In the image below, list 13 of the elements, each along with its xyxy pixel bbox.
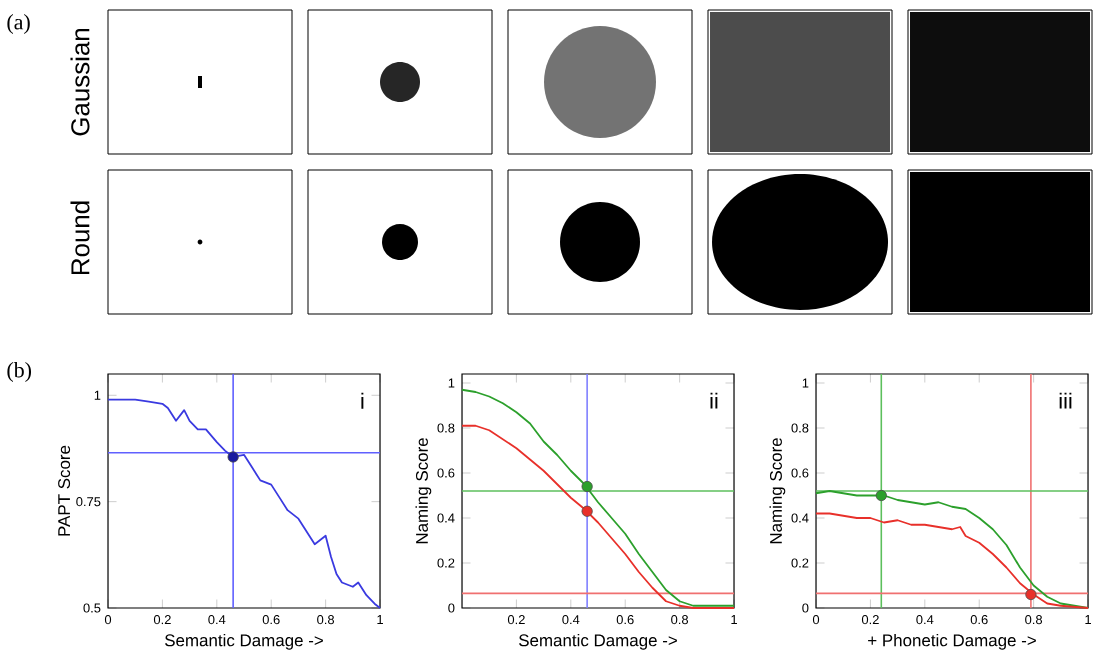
y-axis-title: PAPT Score xyxy=(58,445,71,536)
annotation: i xyxy=(361,392,364,409)
x-axis-title: Semantic Damage -> xyxy=(519,633,677,650)
text: Round xyxy=(70,201,90,275)
text: (a) xyxy=(7,14,30,34)
text: Gaussian xyxy=(70,28,90,136)
annotation: iii xyxy=(1059,392,1072,409)
y-axis-title: Naming Score xyxy=(415,438,432,544)
x-axis-title: + Phonetic Damage -> xyxy=(868,633,1036,650)
text: (b) xyxy=(7,362,32,382)
y-axis-title: Naming Score xyxy=(769,438,786,544)
x-axis-title: Semantic Damage -> xyxy=(165,633,323,650)
annotation: ii xyxy=(710,392,718,409)
